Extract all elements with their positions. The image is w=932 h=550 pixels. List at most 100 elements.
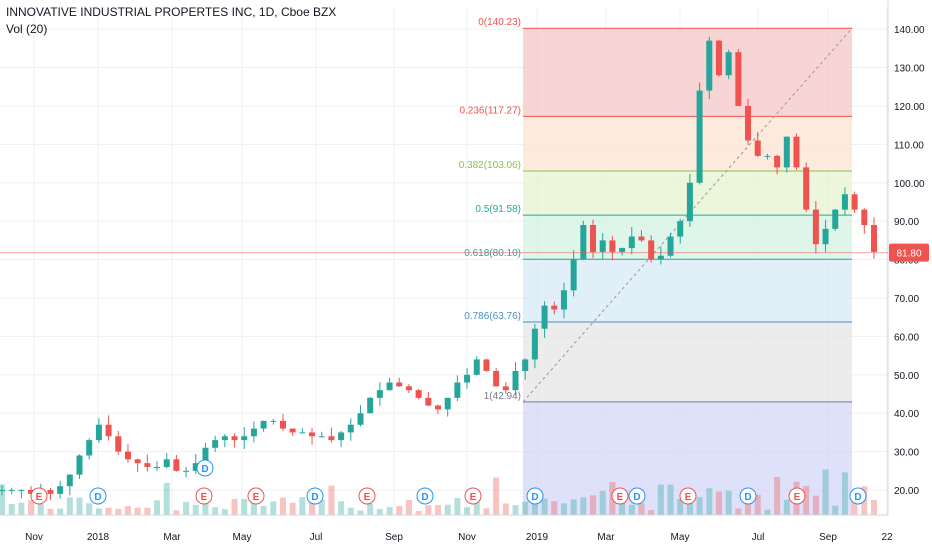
candle-body	[560, 290, 567, 310]
x-tick-label: Nov	[25, 532, 43, 543]
candle-body	[250, 428, 257, 437]
candle-body	[338, 432, 345, 441]
candle-body	[231, 436, 238, 441]
volume-bar	[309, 502, 316, 515]
volume-bar	[299, 497, 306, 515]
volume-bar	[347, 507, 354, 515]
candle-body	[221, 436, 228, 441]
event-marker-letter: E	[364, 492, 371, 503]
fib-level-label: 1(42.94)	[484, 391, 521, 402]
volume-bar	[715, 491, 722, 515]
event-marker-earnings: E	[30, 487, 48, 505]
chart-legend: INNOVATIVE INDUSTRIAL PROPERTES INC, 1D,…	[6, 4, 336, 38]
price-tag-label: 81.80	[896, 249, 921, 260]
candle-body	[745, 105, 752, 141]
volume-bar	[512, 505, 519, 515]
event-marker-dividend: D	[89, 487, 107, 505]
event-marker-letter: D	[201, 464, 208, 475]
volume-bar	[86, 503, 93, 515]
candle-body	[367, 397, 374, 414]
chart-title: INNOVATIVE INDUSTRIAL PROPERTES INC, 1D,…	[6, 5, 337, 19]
volume-bar	[754, 494, 761, 515]
event-marker-circle	[247, 487, 265, 505]
x-tick-label: 22	[881, 532, 893, 543]
fib-level-label: 0.786(63.76)	[464, 311, 521, 322]
event-marker-dividend: D	[849, 487, 867, 505]
candle-body	[619, 248, 626, 252]
event-marker-circle	[196, 459, 214, 477]
event-marker-earnings: E	[247, 487, 265, 505]
y-tick-label: 130.00	[894, 64, 925, 75]
volume-bar	[696, 497, 703, 515]
volume-bar	[832, 505, 839, 515]
volume-bar	[357, 510, 364, 515]
candle-body	[502, 386, 509, 391]
event-marker-letter: E	[201, 492, 208, 503]
event-marker-letter: E	[617, 492, 624, 503]
candle-body	[144, 463, 151, 467]
candle-body	[134, 459, 141, 464]
volume-bar	[531, 501, 538, 515]
event-marker-dividend: D	[416, 487, 434, 505]
x-tick-label: Mar	[163, 532, 181, 543]
volume-bar	[173, 510, 180, 515]
volume-bar	[47, 508, 54, 515]
x-tick-label: Nov	[458, 532, 476, 543]
candle-body	[115, 436, 122, 452]
candle-body	[241, 436, 248, 441]
y-tick-label: 90.00	[894, 217, 919, 228]
fib-zone	[523, 116, 852, 172]
event-marker-circle	[679, 487, 697, 505]
candle-body	[551, 305, 558, 310]
volume-bar	[163, 482, 170, 515]
candle-body	[803, 167, 810, 210]
candle-body	[764, 155, 771, 157]
candle-body	[841, 194, 848, 210]
candle-body	[95, 424, 102, 441]
candle-body	[783, 136, 790, 168]
candle-body	[696, 90, 703, 183]
candle-body	[735, 52, 742, 106]
volume-bar	[570, 499, 577, 515]
volume-bar	[686, 495, 693, 515]
event-marker-letter: D	[744, 492, 751, 503]
volume-bar	[483, 508, 490, 515]
volume-indicator-label: Vol (20)	[6, 22, 48, 36]
event-marker-circle	[464, 487, 482, 505]
event-marker-dividend: D	[196, 459, 214, 477]
candle-body	[677, 221, 684, 237]
event-marker-circle	[526, 487, 544, 505]
fib-zone	[523, 28, 852, 117]
volume-bar	[667, 484, 674, 515]
candle-body	[522, 359, 529, 371]
event-marker-circle	[628, 487, 646, 505]
candle-body	[318, 436, 325, 438]
candle-body	[415, 390, 422, 398]
volume-bar	[502, 503, 509, 515]
x-tick-label: Sep	[385, 532, 403, 543]
volume-bar	[318, 499, 325, 515]
volume-bar	[8, 503, 15, 515]
fib-level-label: 0.5(91.58)	[475, 204, 521, 215]
candle-body	[386, 382, 393, 391]
volume-bar	[657, 484, 664, 515]
volume-bar	[221, 509, 228, 515]
volume-bar	[454, 497, 461, 515]
x-tick-label: 2018	[87, 532, 110, 543]
candle-body	[289, 428, 296, 433]
y-tick-label: 140.00	[894, 25, 925, 36]
event-marker-letter: D	[531, 492, 538, 503]
candle-body	[86, 440, 93, 456]
event-marker-letter: E	[470, 492, 477, 503]
volume-bar	[386, 507, 393, 515]
candle-body	[667, 236, 674, 256]
y-tick-label: 120.00	[894, 102, 925, 113]
candle-body	[192, 463, 199, 471]
volume-bar	[473, 498, 480, 515]
candle-body	[599, 240, 606, 252]
x-tick-label: Mar	[597, 532, 615, 543]
event-marker-earnings: E	[464, 487, 482, 505]
volume-bar	[405, 499, 412, 515]
candle-body	[871, 225, 877, 252]
